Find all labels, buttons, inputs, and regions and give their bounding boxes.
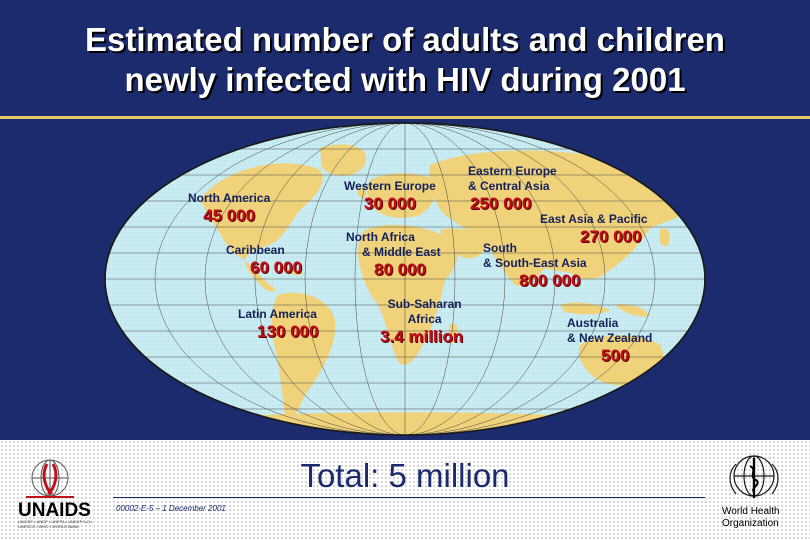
region-eastern-europe-central-asia: Eastern Europe & Central Asia 250 000: [468, 164, 557, 214]
unaids-partners-text: UNICEF • UNDP • UNFPA • UNDCP ILO • UNES…: [18, 519, 93, 529]
slide-title-line-1: Estimated number of adults and children: [85, 21, 725, 58]
region-value: 800 000: [519, 271, 581, 290]
region-name: South: [483, 241, 517, 255]
region-east-asia-pacific: East Asia & Pacific 270 000: [540, 212, 648, 247]
region-australia-new-zealand: Australia & New Zealand 500: [567, 316, 652, 366]
land-central-america: [245, 260, 276, 292]
region-name: Caribbean: [226, 243, 285, 257]
region-name-line-2: & New Zealand: [567, 331, 653, 345]
land-indonesia: [560, 302, 650, 317]
region-north-america: North America 45 000: [188, 191, 270, 226]
region-name: North Africa: [346, 230, 415, 244]
region-value: 80 000: [374, 260, 426, 279]
region-value: 500: [601, 346, 630, 365]
unaids-emblem-icon: [26, 459, 74, 498]
land-caribbean-islands: [285, 269, 304, 275]
region-value: 270 000: [580, 227, 642, 246]
land-europe: [367, 173, 437, 218]
region-latin-america: Latin America 130 000: [238, 307, 318, 342]
region-value: 60 000: [250, 258, 302, 277]
footer-panel: [0, 440, 810, 540]
unaids-logo-text: UNAIDS: [18, 500, 91, 521]
region-value: 30 000: [363, 194, 416, 213]
region-name-line-2: & Central Asia: [468, 179, 550, 193]
land-new-zealand: [678, 380, 688, 397]
land-antarctica: [130, 412, 690, 435]
total-label: Total: 5 million: [300, 457, 510, 494]
land-australia: [579, 335, 664, 386]
region-western-europe: Western Europe 30 000: [344, 179, 436, 214]
region-value: 250 000: [470, 194, 532, 213]
region-name: Sub-Saharan: [387, 297, 462, 311]
slide-code: 00002-E-5 – 1 December 2001: [116, 504, 226, 513]
region-caribbean: Caribbean 60 000: [226, 243, 302, 278]
title-divider: [0, 116, 810, 119]
region-name-line-2: & Middle East: [362, 245, 441, 259]
land-madagascar: [448, 323, 458, 343]
region-name: Eastern Europe: [468, 164, 557, 178]
who-logo-text: World Health Organization: [722, 506, 780, 530]
land-south-america: [271, 292, 336, 425]
region-name: Australia: [567, 316, 619, 330]
slide-title-line-2: newly infected with HIV during 2001: [124, 61, 686, 98]
region-name: North America: [188, 191, 271, 205]
region-south-south-east-asia: South & South-East Asia 800 000: [483, 241, 587, 291]
slide-title: Estimated number of adults and children …: [0, 20, 810, 100]
land-britain: [357, 186, 367, 199]
who-emblem-icon: [729, 455, 779, 498]
land-japan: [659, 228, 670, 247]
land-greenland: [320, 144, 367, 176]
land-africa: [358, 224, 458, 365]
region-sub-saharan-africa: Sub-Saharan Africa 3.4 million: [380, 297, 463, 347]
region-name: Latin America: [238, 307, 317, 321]
region-name-line-2: & South-East Asia: [483, 256, 587, 270]
land-asia: [429, 150, 700, 286]
region-north-africa-middle-east: North Africa & Middle East 80 000: [346, 230, 441, 280]
who-logo-line-2: Organization: [722, 518, 779, 529]
region-value: 130 000: [257, 322, 319, 341]
graticule: [105, 123, 705, 435]
world-map: [0, 120, 810, 440]
region-value: 45 000: [203, 206, 256, 225]
region-value: 3.4 million: [380, 327, 464, 346]
footer-divider: [113, 497, 705, 498]
region-name: East Asia & Pacific: [540, 212, 648, 226]
land-north-america: [200, 163, 323, 260]
who-logo-line-1: World Health: [722, 506, 780, 517]
region-name-line-2: Africa: [407, 312, 442, 326]
region-name: Western Europe: [344, 179, 436, 193]
world-map-graphic: [104, 122, 706, 436]
